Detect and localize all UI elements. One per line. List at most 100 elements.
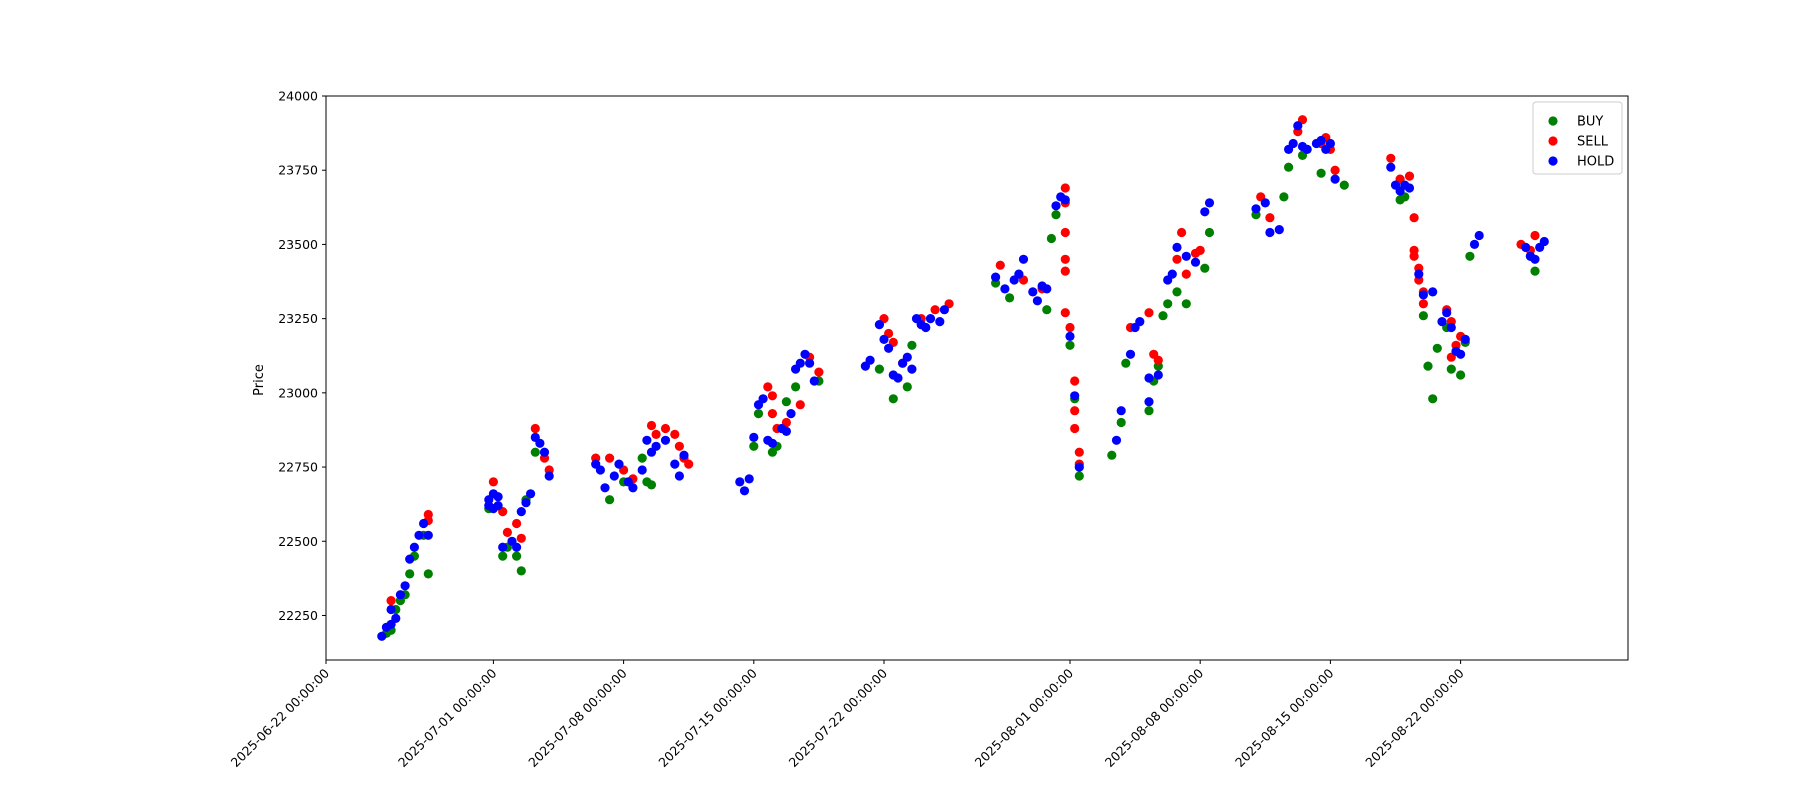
point-hold bbox=[423, 530, 433, 540]
point-sell bbox=[511, 518, 522, 529]
point-hold bbox=[400, 581, 410, 591]
legend-marker-buy bbox=[1548, 116, 1558, 126]
point-hold bbox=[670, 459, 680, 469]
point-hold bbox=[1200, 207, 1210, 217]
point-hold bbox=[674, 471, 685, 481]
point-hold bbox=[907, 364, 917, 374]
point-hold bbox=[1111, 435, 1122, 445]
point-hold bbox=[1274, 225, 1284, 235]
y-axis: 22250 22500 22750 23000 23250 23500 23750 24000 bbox=[278, 89, 326, 623]
point-sell bbox=[1070, 423, 1080, 434]
point-hold bbox=[800, 349, 810, 359]
point-hold bbox=[595, 465, 606, 475]
legend-marker-sell bbox=[1548, 136, 1558, 146]
point-sell bbox=[674, 441, 685, 451]
series-hold bbox=[377, 121, 1549, 641]
point-buy bbox=[423, 569, 433, 579]
y-tick-label: 23000 bbox=[278, 385, 318, 400]
point-sell bbox=[795, 400, 805, 410]
point-hold bbox=[1074, 462, 1084, 472]
point-hold bbox=[1032, 296, 1042, 306]
point-sell bbox=[386, 596, 396, 606]
point-hold bbox=[1028, 287, 1038, 297]
point-hold bbox=[1428, 287, 1438, 297]
point-hold bbox=[628, 483, 638, 493]
x-tick-label: 2025-07-22 00:00:00 bbox=[786, 665, 891, 770]
point-sell bbox=[670, 429, 680, 439]
point-hold bbox=[1190, 257, 1201, 267]
point-hold bbox=[511, 542, 522, 552]
point-hold bbox=[739, 486, 750, 496]
point-buy bbox=[753, 409, 764, 419]
point-hold bbox=[1260, 198, 1270, 208]
point-hold bbox=[600, 483, 610, 493]
point-hold bbox=[544, 471, 554, 481]
series-buy bbox=[381, 150, 1540, 638]
point-buy bbox=[1200, 263, 1210, 273]
point-hold bbox=[1530, 254, 1540, 264]
point-hold bbox=[1051, 201, 1061, 211]
point-hold bbox=[521, 498, 531, 508]
point-hold bbox=[865, 355, 875, 365]
y-axis-label: Price bbox=[252, 364, 267, 396]
point-sell bbox=[660, 423, 671, 434]
point-hold bbox=[1135, 317, 1145, 327]
point-hold bbox=[642, 435, 652, 445]
point-sell bbox=[1409, 213, 1419, 223]
x-tick-label: 2025-08-15 00:00:00 bbox=[1232, 665, 1337, 770]
point-hold bbox=[795, 358, 805, 368]
point-sell bbox=[516, 533, 526, 543]
point-hold bbox=[1153, 370, 1163, 380]
point-sell bbox=[995, 260, 1005, 270]
point-hold bbox=[1404, 183, 1415, 193]
point-hold bbox=[1060, 195, 1070, 205]
point-buy bbox=[1065, 340, 1075, 350]
point-buy bbox=[511, 551, 522, 561]
point-sell bbox=[1070, 376, 1080, 386]
point-sell bbox=[1065, 322, 1075, 333]
point-sell bbox=[930, 305, 940, 315]
point-hold bbox=[1000, 284, 1010, 294]
point-buy bbox=[1042, 305, 1052, 315]
point-hold bbox=[1204, 198, 1215, 208]
point-buy bbox=[749, 441, 759, 451]
point-hold bbox=[1018, 254, 1029, 264]
point-buy bbox=[1005, 293, 1015, 303]
point-buy bbox=[1144, 406, 1154, 416]
point-hold bbox=[614, 459, 624, 469]
point-sell bbox=[1070, 406, 1080, 416]
point-hold bbox=[1316, 135, 1326, 146]
point-hold bbox=[498, 542, 508, 552]
point-hold bbox=[939, 305, 950, 315]
point-buy bbox=[1418, 311, 1428, 321]
point-hold bbox=[893, 373, 903, 383]
point-hold bbox=[991, 272, 1001, 282]
point-sell bbox=[1060, 308, 1070, 318]
point-buy bbox=[888, 394, 898, 404]
point-sell bbox=[767, 391, 778, 401]
x-tick-label: 2025-06-22 00:00:00 bbox=[228, 665, 333, 770]
point-hold bbox=[805, 358, 815, 368]
points-layer bbox=[377, 115, 1549, 641]
x-tick-label: 2025-08-22 00:00:00 bbox=[1362, 665, 1467, 770]
point-hold bbox=[767, 438, 778, 448]
point-hold bbox=[744, 474, 754, 484]
point-hold bbox=[874, 320, 885, 330]
point-buy bbox=[1284, 162, 1294, 172]
x-tick-label: 2025-07-08 00:00:00 bbox=[525, 665, 630, 770]
point-buy bbox=[791, 382, 801, 392]
point-hold bbox=[535, 438, 545, 448]
point-sell bbox=[646, 420, 657, 431]
point-sell bbox=[814, 367, 824, 377]
point-hold bbox=[921, 322, 931, 333]
point-sell bbox=[530, 423, 540, 434]
point-buy bbox=[605, 495, 615, 505]
point-buy bbox=[1172, 287, 1182, 297]
point-buy bbox=[516, 566, 526, 576]
point-buy bbox=[1530, 266, 1540, 276]
point-sell bbox=[1060, 254, 1070, 264]
point-hold bbox=[539, 447, 550, 457]
point-buy bbox=[907, 340, 917, 350]
point-hold bbox=[1442, 308, 1452, 318]
legend-label-buy: BUY bbox=[1577, 115, 1603, 130]
